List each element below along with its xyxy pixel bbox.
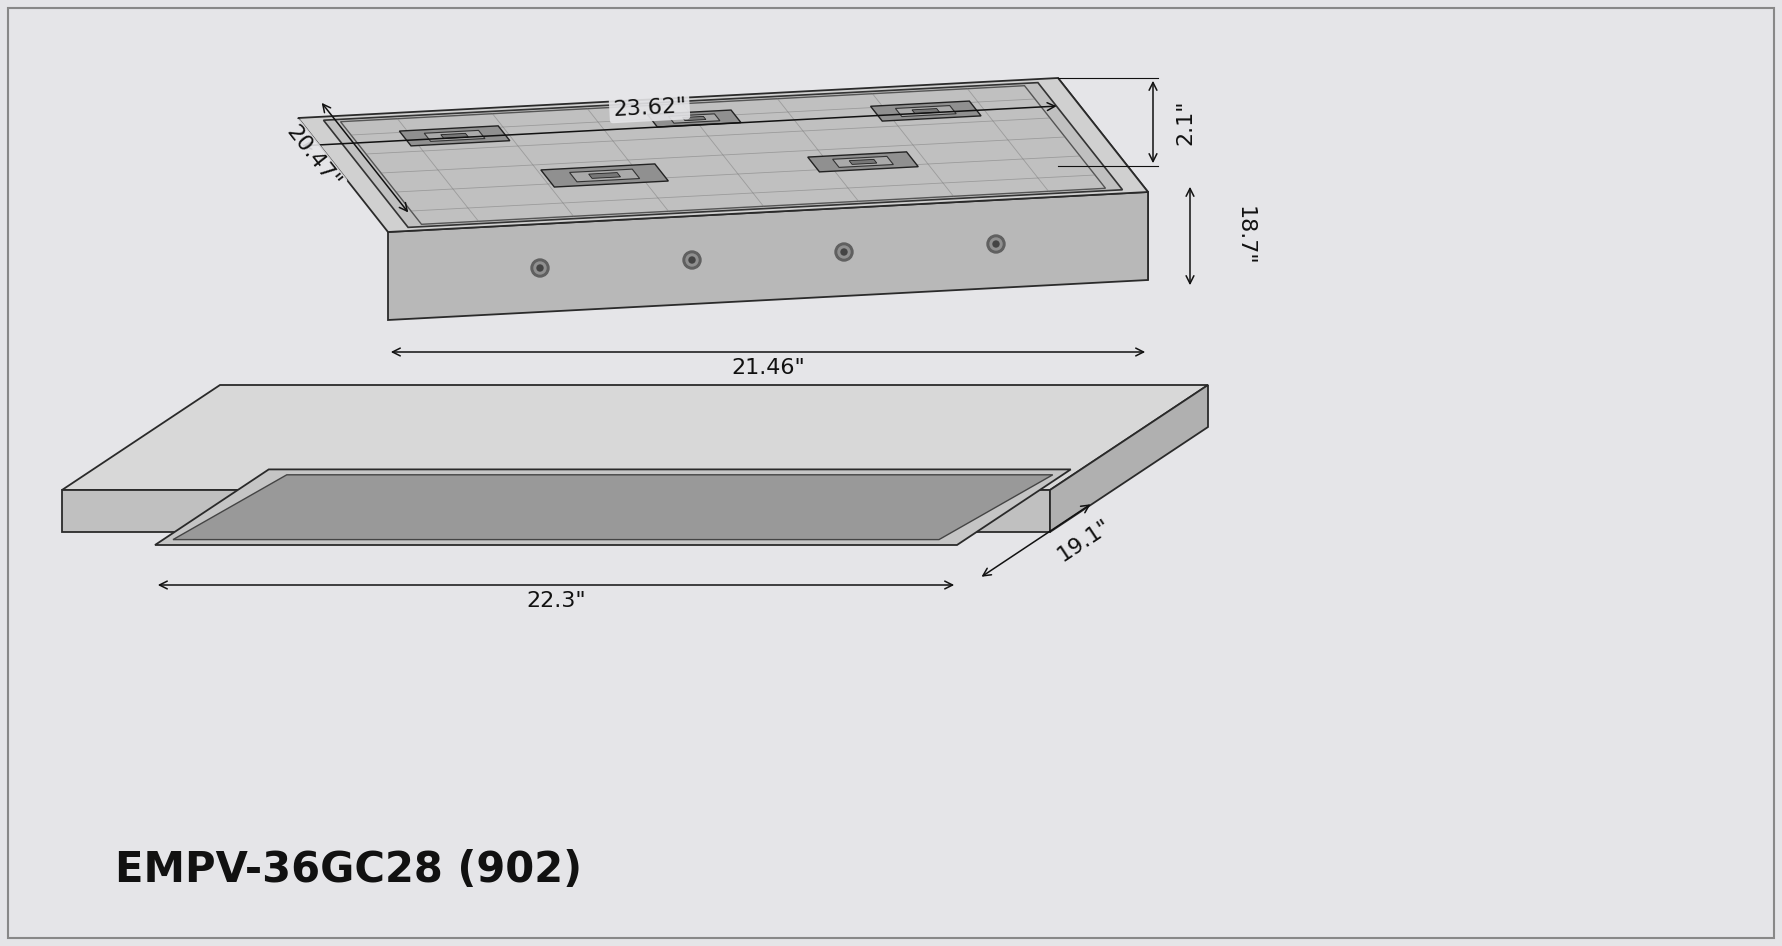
Polygon shape <box>542 164 668 187</box>
Polygon shape <box>62 490 1050 532</box>
Circle shape <box>841 249 846 255</box>
Text: 21.46": 21.46" <box>731 358 805 378</box>
Circle shape <box>531 259 549 277</box>
Circle shape <box>683 251 700 269</box>
Polygon shape <box>912 109 939 114</box>
Text: 22.3": 22.3" <box>526 591 586 611</box>
Polygon shape <box>871 101 982 121</box>
Polygon shape <box>173 475 1053 539</box>
Circle shape <box>987 235 1005 253</box>
Text: 2.1": 2.1" <box>1174 99 1196 145</box>
Polygon shape <box>399 126 510 146</box>
Polygon shape <box>807 152 918 172</box>
Polygon shape <box>324 82 1123 227</box>
Polygon shape <box>895 106 957 116</box>
Text: 23.62": 23.62" <box>613 96 686 120</box>
Circle shape <box>991 238 1001 250</box>
Polygon shape <box>570 169 640 182</box>
Circle shape <box>536 265 544 271</box>
Text: 18.7": 18.7" <box>1235 206 1255 266</box>
Circle shape <box>993 241 1000 247</box>
Polygon shape <box>62 385 1208 490</box>
Polygon shape <box>388 192 1148 320</box>
Circle shape <box>686 254 699 266</box>
Circle shape <box>836 243 854 261</box>
Polygon shape <box>440 133 469 138</box>
Polygon shape <box>588 172 620 179</box>
Circle shape <box>690 257 695 263</box>
Polygon shape <box>424 131 485 141</box>
Polygon shape <box>298 78 1148 232</box>
Text: 19.1": 19.1" <box>1053 516 1114 566</box>
Polygon shape <box>668 114 720 123</box>
Polygon shape <box>850 159 877 165</box>
Polygon shape <box>1059 78 1148 280</box>
Polygon shape <box>1050 385 1208 532</box>
Polygon shape <box>683 116 706 121</box>
Circle shape <box>838 246 850 258</box>
Text: EMPV-36GC28 (902): EMPV-36GC28 (902) <box>116 849 583 891</box>
Circle shape <box>535 262 545 274</box>
Text: 20.47": 20.47" <box>282 122 344 193</box>
Polygon shape <box>155 469 1071 545</box>
Polygon shape <box>832 156 893 167</box>
Polygon shape <box>647 110 741 127</box>
